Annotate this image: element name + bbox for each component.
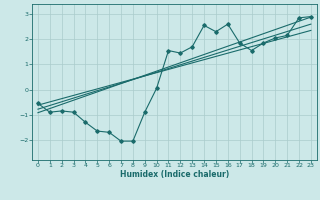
X-axis label: Humidex (Indice chaleur): Humidex (Indice chaleur) [120, 170, 229, 179]
